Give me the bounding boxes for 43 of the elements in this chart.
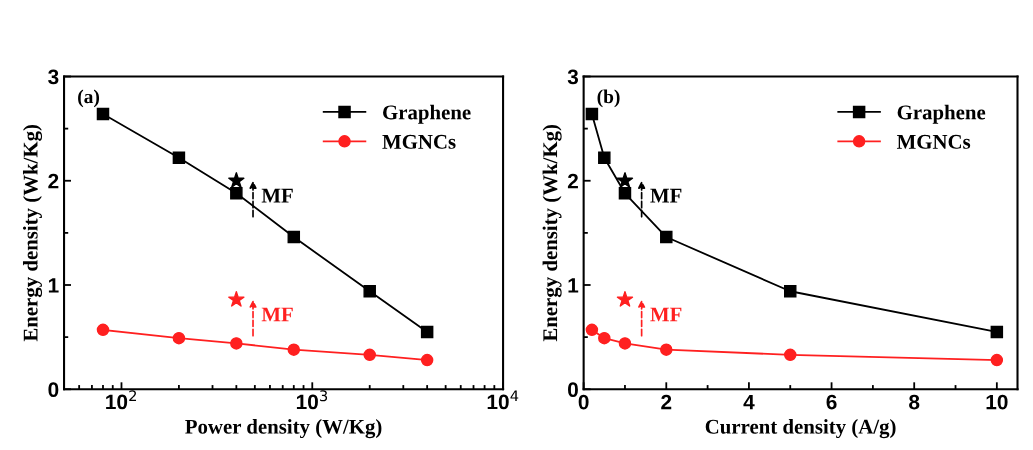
x-tick-label: 6	[826, 394, 837, 410]
legend-label: MGNCs	[896, 134, 971, 149]
point	[990, 353, 1004, 367]
x-tick-label: 0	[578, 394, 589, 410]
point	[783, 285, 797, 298]
x-tick-label: 10$^{4}$	[487, 390, 519, 410]
annotation: MF	[650, 188, 682, 203]
point	[660, 343, 673, 356]
x-tick-label: 10	[986, 394, 1008, 410]
x-tick-label: 8	[909, 394, 920, 410]
point	[783, 348, 797, 362]
y-tick-label: 1	[568, 278, 579, 293]
legend-label: Graphene	[383, 104, 471, 124]
annotation: MF	[650, 307, 682, 322]
y-tick-label: 1	[48, 278, 59, 293]
x-tick-label: 10$^{2}$	[106, 390, 136, 410]
point	[598, 331, 611, 345]
annotation: (b)	[597, 89, 620, 108]
annotation: (a)	[78, 89, 100, 108]
legend-label: Graphene	[897, 104, 986, 124]
legend-label: MGNCs	[382, 134, 456, 149]
x-tick-label: 10$^{3}$	[296, 390, 328, 410]
point	[618, 337, 632, 350]
annotation: MF	[261, 188, 293, 203]
x-tick-label: 2	[661, 394, 672, 410]
point	[618, 187, 632, 200]
x-tick-label: 4	[743, 394, 755, 410]
point	[616, 290, 634, 307]
point	[585, 323, 599, 337]
y-tick-label: 2	[567, 173, 578, 189]
y-tick-label: 2	[48, 173, 59, 189]
point	[585, 107, 599, 121]
point	[598, 151, 611, 165]
point	[990, 325, 1004, 339]
y-axis-title: Energy density (Wk/Kg)	[22, 124, 43, 342]
y-axis-title: Energy density (Wk/Kg)	[542, 124, 562, 342]
point	[660, 230, 673, 244]
x-axis-title: Power density (W/Kg)	[185, 419, 382, 439]
y-tick-label: 3	[567, 69, 579, 85]
y-tick-label: 3	[48, 69, 59, 85]
x-axis-title: Current density (A/g)	[705, 419, 896, 439]
point	[616, 172, 634, 188]
annotation: MF	[261, 307, 293, 322]
